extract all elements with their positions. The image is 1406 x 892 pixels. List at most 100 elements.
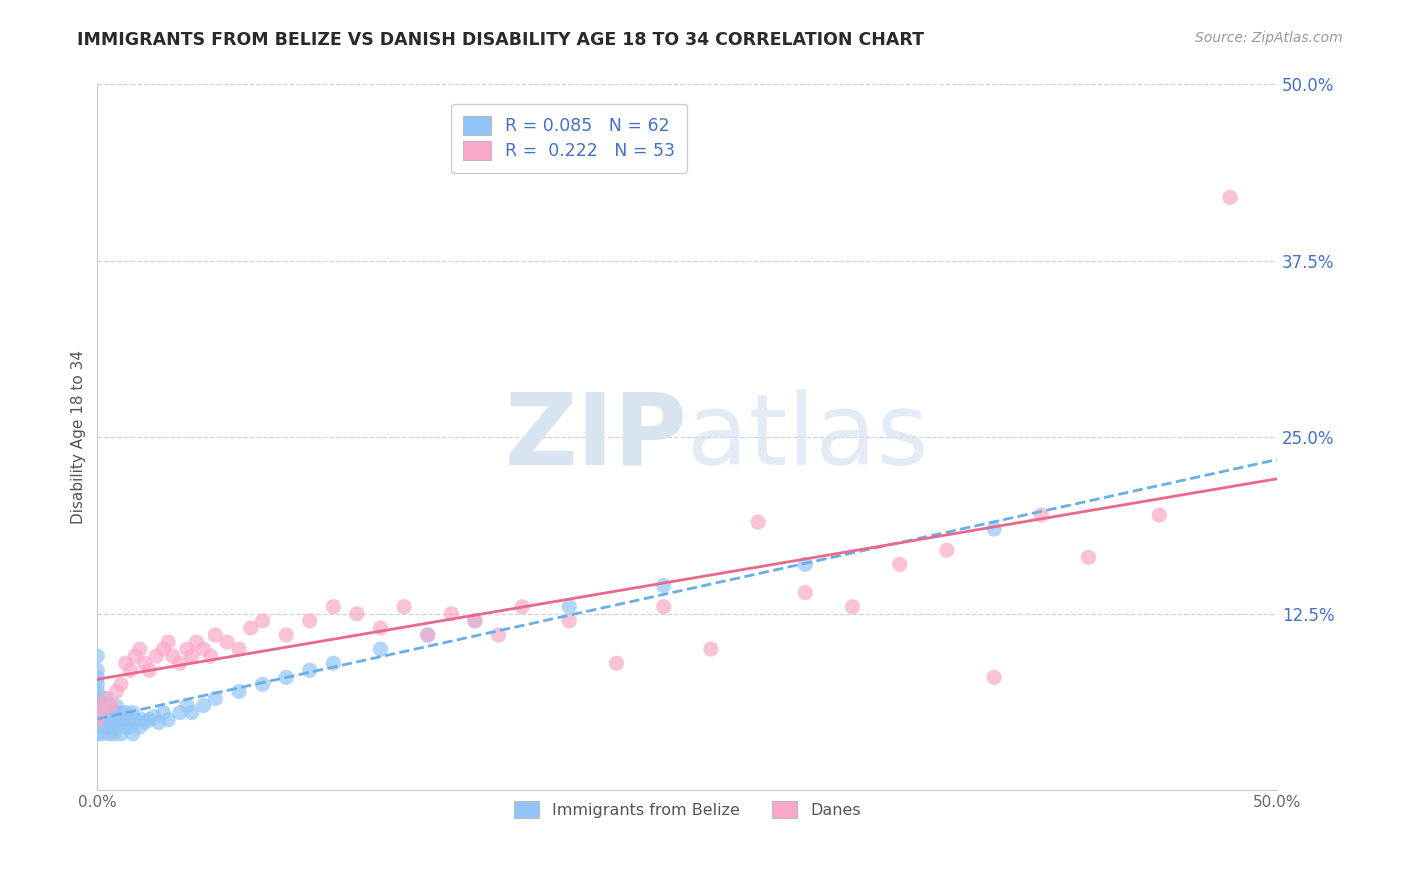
Point — [91, 706, 114, 720]
Point — [96, 698, 118, 713]
Point — [176, 642, 198, 657]
Point — [217, 635, 239, 649]
Point — [510, 599, 533, 614]
Point — [200, 649, 222, 664]
Point — [252, 677, 274, 691]
Point — [93, 691, 115, 706]
Point — [370, 642, 392, 657]
Point — [100, 720, 122, 734]
Point — [110, 727, 132, 741]
Point — [86, 649, 108, 664]
Point — [98, 727, 121, 741]
Point — [204, 691, 226, 706]
Point — [91, 713, 114, 727]
Point — [96, 713, 118, 727]
Point — [86, 727, 108, 741]
Point — [1077, 550, 1099, 565]
Point — [128, 642, 150, 657]
Point — [416, 628, 439, 642]
Text: Source: ZipAtlas.com: Source: ZipAtlas.com — [1195, 31, 1343, 45]
Text: atlas: atlas — [688, 389, 929, 486]
Point — [464, 614, 486, 628]
Point — [143, 710, 166, 724]
Point — [124, 713, 146, 727]
Point — [134, 715, 156, 730]
Point — [488, 628, 510, 642]
Y-axis label: Disability Age 18 to 34: Disability Age 18 to 34 — [72, 351, 86, 524]
Point — [105, 684, 128, 698]
Point — [1031, 508, 1053, 522]
Point — [983, 522, 1005, 536]
Point — [228, 684, 250, 698]
Point — [96, 691, 118, 706]
Point — [86, 663, 108, 677]
Point — [180, 649, 202, 664]
Point — [794, 585, 817, 599]
Point — [841, 599, 863, 614]
Point — [298, 614, 321, 628]
Point — [652, 578, 675, 592]
Point — [91, 727, 114, 741]
Point — [152, 642, 174, 657]
Point — [86, 698, 108, 713]
Point — [252, 614, 274, 628]
Point — [186, 635, 208, 649]
Point — [121, 706, 143, 720]
Point — [103, 706, 125, 720]
Point — [86, 713, 108, 727]
Point — [134, 657, 156, 671]
Point — [131, 713, 153, 727]
Point — [152, 706, 174, 720]
Point — [298, 663, 321, 677]
Point — [169, 706, 191, 720]
Point — [558, 614, 581, 628]
Point — [86, 670, 108, 684]
Point — [120, 720, 142, 734]
Point — [110, 706, 132, 720]
Point — [239, 621, 262, 635]
Point — [86, 698, 108, 713]
Point — [93, 720, 115, 734]
Point — [110, 677, 132, 691]
Point — [652, 599, 675, 614]
Point — [193, 698, 215, 713]
Point — [103, 727, 125, 741]
Point — [157, 713, 180, 727]
Point — [138, 663, 160, 677]
Point — [169, 657, 191, 671]
Point — [392, 599, 415, 614]
Point — [86, 684, 108, 698]
Point — [145, 649, 167, 664]
Point — [124, 649, 146, 664]
Point — [128, 720, 150, 734]
Point — [180, 706, 202, 720]
Point — [322, 599, 344, 614]
Text: ZIP: ZIP — [505, 389, 688, 486]
Point — [98, 698, 121, 713]
Point — [204, 628, 226, 642]
Point — [276, 628, 298, 642]
Point — [86, 677, 108, 691]
Point — [794, 558, 817, 572]
Point — [935, 543, 957, 558]
Legend: Immigrants from Belize, Danes: Immigrants from Belize, Danes — [508, 795, 868, 824]
Point — [114, 657, 136, 671]
Point — [114, 720, 136, 734]
Point — [117, 713, 139, 727]
Point — [157, 635, 180, 649]
Point — [105, 720, 128, 734]
Point — [889, 558, 911, 572]
Point — [193, 642, 215, 657]
Point — [86, 706, 108, 720]
Point — [464, 614, 486, 628]
Point — [162, 649, 184, 664]
Point — [100, 698, 122, 713]
Point — [138, 713, 160, 727]
Point — [346, 607, 368, 621]
Point — [370, 621, 392, 635]
Point — [86, 713, 108, 727]
Point — [1149, 508, 1171, 522]
Point — [747, 515, 769, 529]
Point — [105, 698, 128, 713]
Point — [121, 727, 143, 741]
